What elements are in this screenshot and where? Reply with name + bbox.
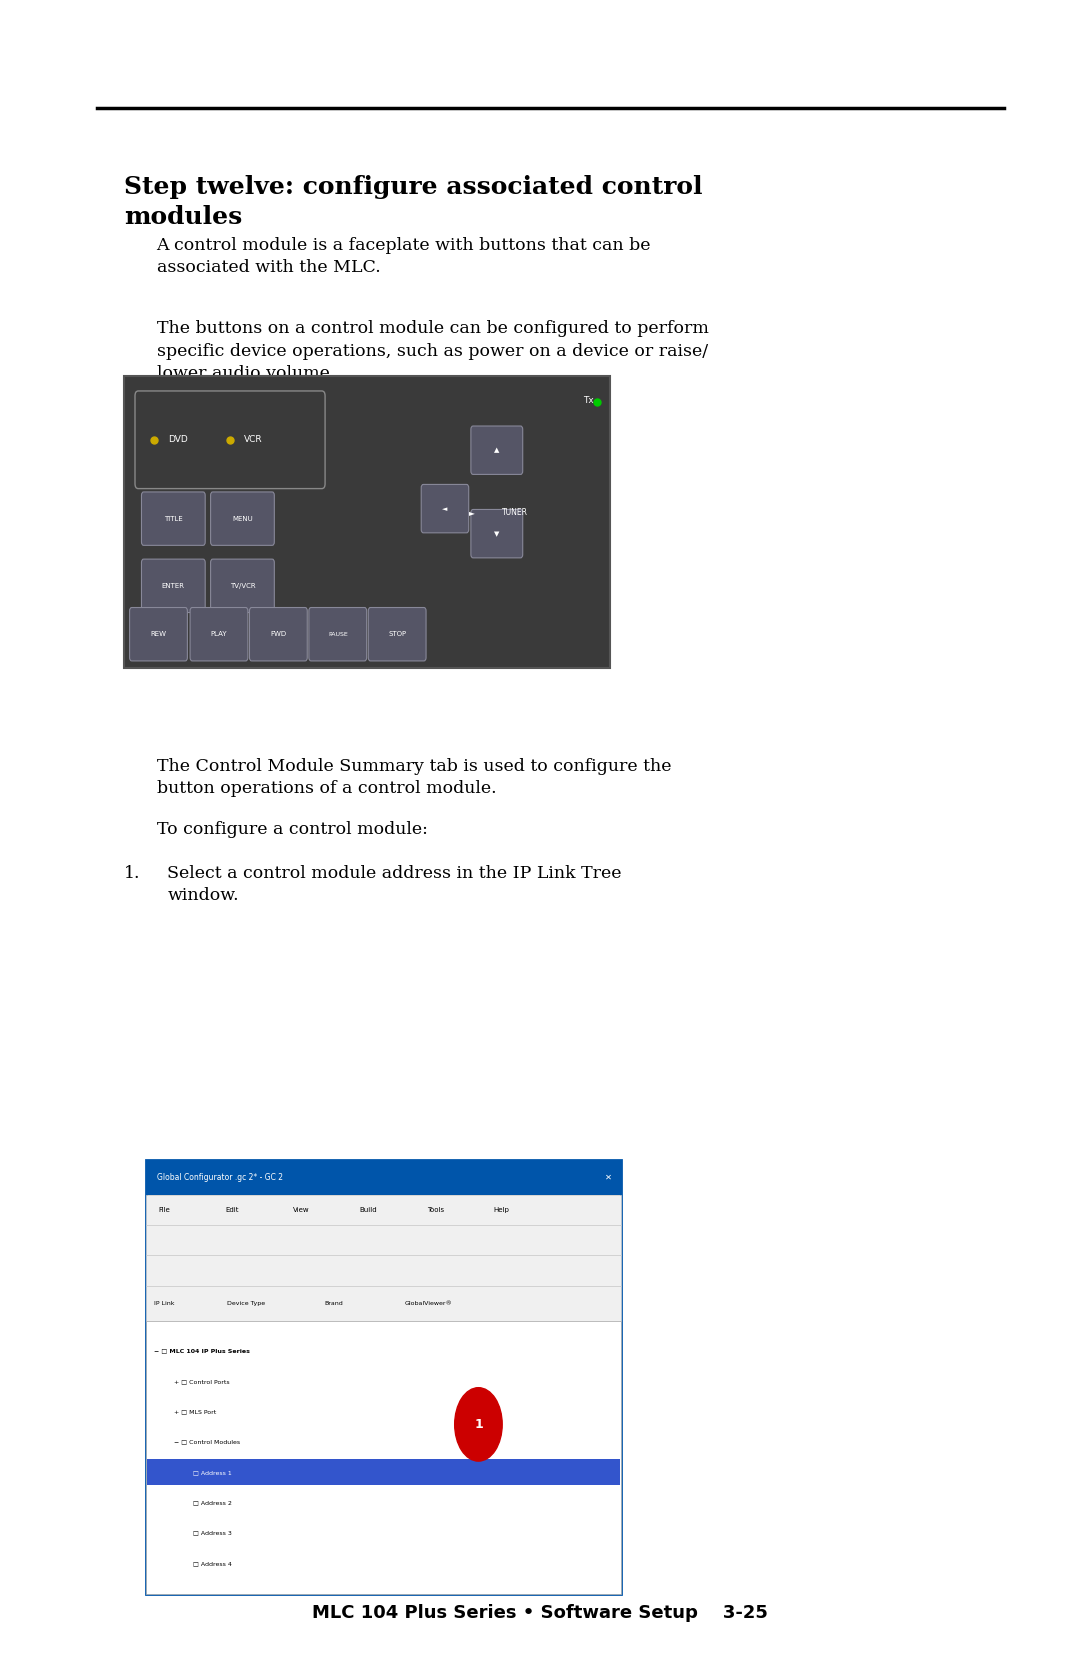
FancyBboxPatch shape bbox=[211, 492, 274, 546]
FancyBboxPatch shape bbox=[211, 559, 274, 613]
FancyBboxPatch shape bbox=[309, 608, 366, 661]
Text: The buttons on a control module can be configured to perform
specific device ope: The buttons on a control module can be c… bbox=[157, 320, 708, 382]
Text: Edit: Edit bbox=[226, 1207, 240, 1213]
FancyBboxPatch shape bbox=[471, 426, 523, 474]
Text: DVD: DVD bbox=[168, 436, 188, 444]
Text: − □ MLC 104 IP Plus Series: − □ MLC 104 IP Plus Series bbox=[154, 1349, 251, 1354]
FancyBboxPatch shape bbox=[141, 559, 205, 613]
FancyBboxPatch shape bbox=[146, 1285, 621, 1320]
Text: TITLE: TITLE bbox=[164, 516, 183, 522]
Text: To configure a control module:: To configure a control module: bbox=[157, 821, 428, 838]
Text: FWD: FWD bbox=[270, 631, 286, 638]
Text: MENU: MENU bbox=[232, 516, 253, 522]
Text: File: File bbox=[159, 1207, 171, 1213]
Text: □ Address 2: □ Address 2 bbox=[193, 1500, 232, 1505]
Text: − □ Control Modules: − □ Control Modules bbox=[174, 1440, 240, 1444]
Text: Device Type: Device Type bbox=[227, 1300, 265, 1305]
Text: View: View bbox=[293, 1207, 309, 1213]
Text: VCR: VCR bbox=[244, 436, 262, 444]
Text: DVD & VCR CONTROL: DVD & VCR CONTROL bbox=[137, 396, 235, 404]
Text: IP Link: IP Link bbox=[154, 1300, 175, 1305]
Text: Select a control module address in the IP Link Tree
window.: Select a control module address in the I… bbox=[167, 865, 622, 903]
Text: ▲: ▲ bbox=[495, 447, 499, 454]
Text: Brand: Brand bbox=[324, 1300, 342, 1305]
Text: Build: Build bbox=[360, 1207, 377, 1213]
FancyBboxPatch shape bbox=[146, 1160, 621, 1195]
Text: Help: Help bbox=[494, 1207, 510, 1213]
Text: A control module is a faceplate with buttons that can be
associated with the MLC: A control module is a faceplate with but… bbox=[157, 237, 651, 275]
FancyBboxPatch shape bbox=[190, 608, 247, 661]
Text: TV/VCR: TV/VCR bbox=[230, 582, 255, 589]
Text: GlobalViewer®: GlobalViewer® bbox=[405, 1300, 453, 1305]
Text: PAUSE: PAUSE bbox=[328, 633, 348, 636]
Text: □ Address 1: □ Address 1 bbox=[193, 1470, 232, 1475]
Text: ▼: ▼ bbox=[495, 531, 499, 537]
Circle shape bbox=[455, 1387, 502, 1460]
FancyBboxPatch shape bbox=[146, 1160, 621, 1594]
Text: + □ MLS Port: + □ MLS Port bbox=[174, 1409, 216, 1414]
FancyBboxPatch shape bbox=[141, 492, 205, 546]
Text: ✕: ✕ bbox=[606, 1173, 612, 1182]
Text: Tools: Tools bbox=[427, 1207, 444, 1213]
Text: REW: REW bbox=[150, 631, 166, 638]
Text: Step twelve: configure associated control
modules: Step twelve: configure associated contro… bbox=[124, 175, 703, 229]
Text: TUNER: TUNER bbox=[502, 509, 528, 517]
FancyBboxPatch shape bbox=[146, 1225, 621, 1255]
FancyBboxPatch shape bbox=[249, 608, 307, 661]
Text: □ Address 3: □ Address 3 bbox=[193, 1530, 232, 1535]
Text: The Control Module Summary tab is used to configure the
button operations of a c: The Control Module Summary tab is used t… bbox=[157, 758, 671, 796]
Text: 1.: 1. bbox=[124, 865, 140, 881]
Text: + □ Control Ports: + □ Control Ports bbox=[174, 1379, 230, 1384]
Text: STOP: STOP bbox=[388, 631, 406, 638]
Text: MLC 104 Plus Series • Software Setup    3-25: MLC 104 Plus Series • Software Setup 3-2… bbox=[312, 1604, 768, 1622]
Text: PLAY: PLAY bbox=[211, 631, 227, 638]
FancyBboxPatch shape bbox=[471, 509, 523, 557]
FancyBboxPatch shape bbox=[147, 1459, 620, 1484]
FancyBboxPatch shape bbox=[135, 391, 325, 489]
Text: ◄: ◄ bbox=[443, 506, 447, 512]
Text: ENTER: ENTER bbox=[162, 582, 185, 589]
FancyBboxPatch shape bbox=[146, 1255, 621, 1285]
Text: Tx: Tx bbox=[583, 396, 594, 404]
Text: □ Address 4: □ Address 4 bbox=[193, 1561, 232, 1566]
FancyBboxPatch shape bbox=[146, 1195, 621, 1225]
Text: ►: ► bbox=[470, 509, 475, 517]
FancyBboxPatch shape bbox=[124, 376, 610, 668]
Text: Global Configurator .gc 2* - GC 2: Global Configurator .gc 2* - GC 2 bbox=[157, 1173, 283, 1182]
FancyBboxPatch shape bbox=[368, 608, 426, 661]
Text: 1: 1 bbox=[474, 1419, 483, 1430]
FancyBboxPatch shape bbox=[146, 1320, 621, 1594]
FancyBboxPatch shape bbox=[130, 608, 188, 661]
FancyBboxPatch shape bbox=[421, 484, 469, 532]
